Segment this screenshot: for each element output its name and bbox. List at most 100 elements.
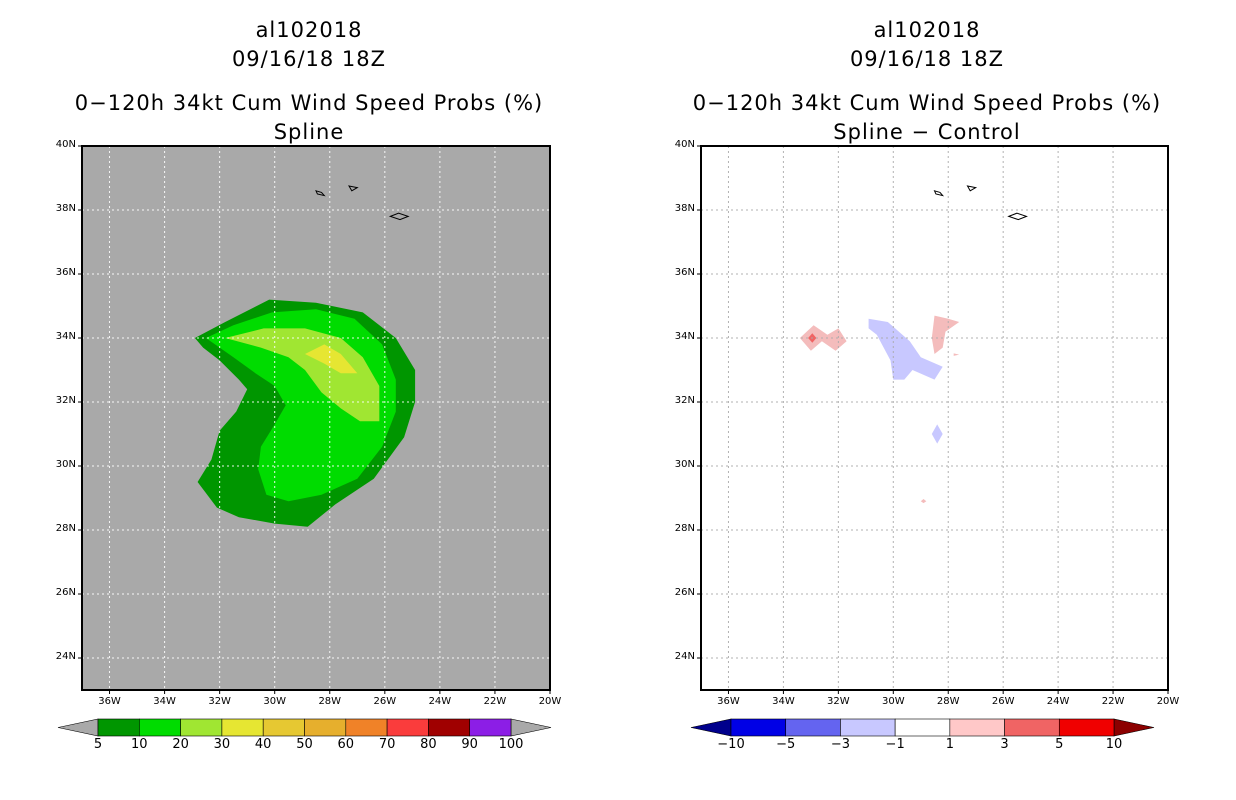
right-xtick-label-32W: 32W	[827, 696, 850, 707]
right-ytick-label-36N: 36N	[674, 267, 695, 278]
left-colorbar-swatch-0	[97, 718, 140, 737]
left-datetime: 09/16/18 18Z	[231, 47, 387, 71]
left-colorbar-label-4: 40	[254, 737, 272, 752]
left-ytick-label-32N: 32N	[55, 395, 76, 406]
right-ytick-label-30N: 30N	[674, 459, 695, 470]
right-contour-6	[953, 353, 960, 356]
left-map-frame	[81, 145, 551, 691]
right-colorbar-swatch-0	[730, 718, 787, 737]
left-xtick-label-28W: 28W	[318, 696, 342, 707]
right-datetime: 09/16/18 18Z	[849, 47, 1005, 71]
right-colorbar-label-6: 5	[1055, 737, 1064, 752]
left-island-azores-east	[388, 212, 410, 221]
left-contour-3	[305, 344, 358, 374]
right-colorbar-label-0: −10	[717, 737, 745, 752]
right-contour-2	[931, 315, 960, 354]
right-map-background	[701, 146, 1168, 690]
right-colorbar-swatch-3	[894, 718, 951, 737]
right-storm-id: al102018	[873, 18, 981, 42]
right-contour-4	[931, 424, 943, 444]
left-colorbar-label-7: 70	[378, 737, 396, 752]
left-contour-2	[225, 328, 380, 422]
left-colorbar-extend-low	[57, 718, 99, 737]
right-colorbar-extend-high	[1113, 718, 1155, 737]
left-colorbar-label-3: 30	[213, 737, 231, 752]
right-colorbar-swatch-5	[1004, 718, 1060, 737]
right-colorbar-label-3: −1	[885, 737, 905, 752]
right-island-azores-central	[966, 185, 978, 192]
left-colorbar-swatch-8	[428, 718, 470, 737]
right-colorbar-label-2: −3	[830, 737, 850, 752]
right-island-azores-east	[1007, 212, 1028, 221]
left-island-azores-central	[348, 185, 359, 192]
right-ytick-label-40N: 40N	[674, 139, 695, 150]
left-colorbar-swatch-2	[180, 718, 223, 737]
left-colorbar-label-8: 80	[420, 737, 437, 752]
left-ytick-label-24N: 24N	[55, 651, 76, 662]
left-xtick-label-30W: 30W	[263, 696, 287, 707]
left-colorbar-label-9: 90	[461, 737, 478, 752]
right-colorbar-swatch-2	[840, 718, 896, 737]
right-xtick-label-34W: 34W	[772, 696, 795, 707]
left-xtick-label-22W: 22W	[483, 696, 507, 707]
right-contour-5	[920, 499, 927, 504]
left-colorbar-swatch-3	[221, 718, 264, 737]
right-chart-subtitle: Spline − Control	[833, 120, 1021, 144]
right-ytick-label-34N: 34N	[674, 331, 695, 342]
right-colorbar-extend-low	[690, 718, 732, 737]
right-colorbar-swatch-6	[1058, 718, 1115, 737]
left-ytick-label-28N: 28N	[55, 523, 76, 534]
left-ytick-label-34N: 34N	[55, 331, 76, 342]
right-xtick-label-24W: 24W	[1046, 696, 1070, 707]
right-ytick-label-32N: 32N	[674, 395, 695, 406]
left-colorbar-swatch-4	[262, 718, 305, 737]
left-xtick-label-26W: 26W	[373, 696, 397, 707]
left-chart-title: 0−120h 34kt Cum Wind Speed Probs (%)	[74, 91, 544, 115]
left-chart-subtitle: Spline	[273, 120, 345, 144]
left-colorbar-label-2: 20	[172, 737, 189, 752]
left-colorbar-swatch-1	[139, 718, 181, 737]
right-xtick-label-36W: 36W	[717, 696, 740, 707]
left-ytick-label-26N: 26N	[55, 587, 76, 598]
left-xtick-label-20W: 20W	[538, 696, 562, 707]
left-ytick-label-40N: 40N	[55, 139, 76, 150]
left-xtick-label-34W: 34W	[153, 696, 176, 707]
left-colorbar-swatch-7	[386, 718, 429, 737]
right-xtick-label-28W: 28W	[936, 696, 960, 707]
right-colorbar-label-5: 3	[1000, 737, 1009, 752]
right-xtick-label-20W: 20W	[1156, 696, 1180, 707]
left-colorbar-swatch-9	[469, 718, 512, 737]
left-storm-id: al102018	[255, 18, 363, 42]
left-colorbar-label-0: 5	[93, 737, 103, 752]
right-xtick-label-22W: 22W	[1101, 696, 1125, 707]
left-colorbar-swatch-5	[304, 718, 347, 737]
right-colorbar-label-1: −5	[776, 737, 796, 752]
right-ytick-label-28N: 28N	[674, 523, 695, 534]
right-colorbar-swatch-4	[949, 718, 1005, 737]
right-colorbar-label-4: 1	[945, 737, 954, 752]
left-island-azores-west	[315, 190, 326, 197]
left-ytick-label-30N: 30N	[55, 459, 76, 470]
right-ytick-label-24N: 24N	[674, 651, 695, 662]
left-colorbar-swatch-6	[345, 718, 388, 737]
left-ytick-label-36N: 36N	[55, 267, 76, 278]
right-contour-3	[868, 318, 943, 380]
left-colorbar-label-10: 100	[498, 737, 524, 752]
right-chart-title: 0−120h 34kt Cum Wind Speed Probs (%)	[692, 91, 1162, 115]
right-island-azores-west	[933, 190, 945, 197]
left-ytick-label-38N: 38N	[55, 203, 76, 214]
left-colorbar-label-1: 10	[131, 737, 148, 752]
left-xtick-label-32W: 32W	[208, 696, 231, 707]
right-colorbar-swatch-1	[785, 718, 841, 737]
right-colorbar-label-7: 10	[1105, 737, 1123, 752]
right-ytick-label-38N: 38N	[674, 203, 695, 214]
right-xtick-label-26W: 26W	[991, 696, 1015, 707]
left-xtick-label-36W: 36W	[98, 696, 121, 707]
right-map-frame	[700, 145, 1169, 691]
right-contour-0	[799, 325, 847, 351]
left-xtick-label-24W: 24W	[428, 696, 452, 707]
right-ytick-label-26N: 26N	[674, 587, 695, 598]
left-colorbar-label-6: 60	[337, 737, 355, 752]
left-colorbar-extend-high	[510, 718, 552, 737]
